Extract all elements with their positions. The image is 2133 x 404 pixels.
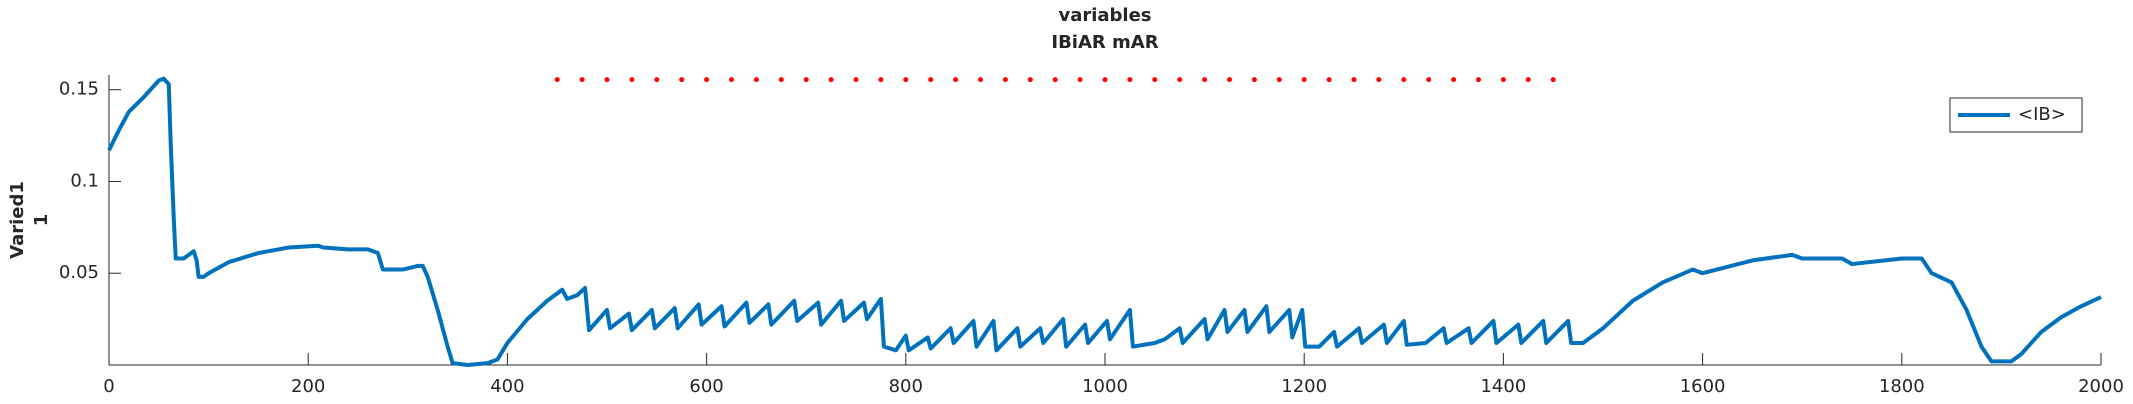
x-tick-label: 400 (490, 376, 524, 397)
x-tick-label: 1400 (1480, 376, 1526, 397)
y-tick-label: 0.1 (70, 170, 99, 191)
x-tick-label: 200 (291, 376, 325, 397)
series-line (107, 76, 2102, 367)
y-tick-label: 0.15 (59, 79, 99, 100)
x-tick-label: 800 (889, 376, 923, 397)
x-tick-label: 2000 (2078, 376, 2124, 397)
x-tick-label: 1800 (1879, 376, 1925, 397)
chart-title: variables (1058, 5, 1151, 26)
x-tick-label: 1000 (1082, 376, 1128, 397)
y-tick-label: 0.05 (59, 262, 99, 283)
chart-subtitle: IBiAR mAR (1051, 32, 1158, 53)
y-axis-label: Varied1 (7, 181, 28, 259)
x-tick-label: 600 (689, 376, 723, 397)
x-tick-label: 1600 (1680, 376, 1726, 397)
legend-label: <IB> (2018, 104, 2066, 125)
x-tick-label: 0 (103, 376, 114, 397)
x-tick-label: 1200 (1281, 376, 1327, 397)
y-axis-label: 1 (31, 214, 52, 227)
